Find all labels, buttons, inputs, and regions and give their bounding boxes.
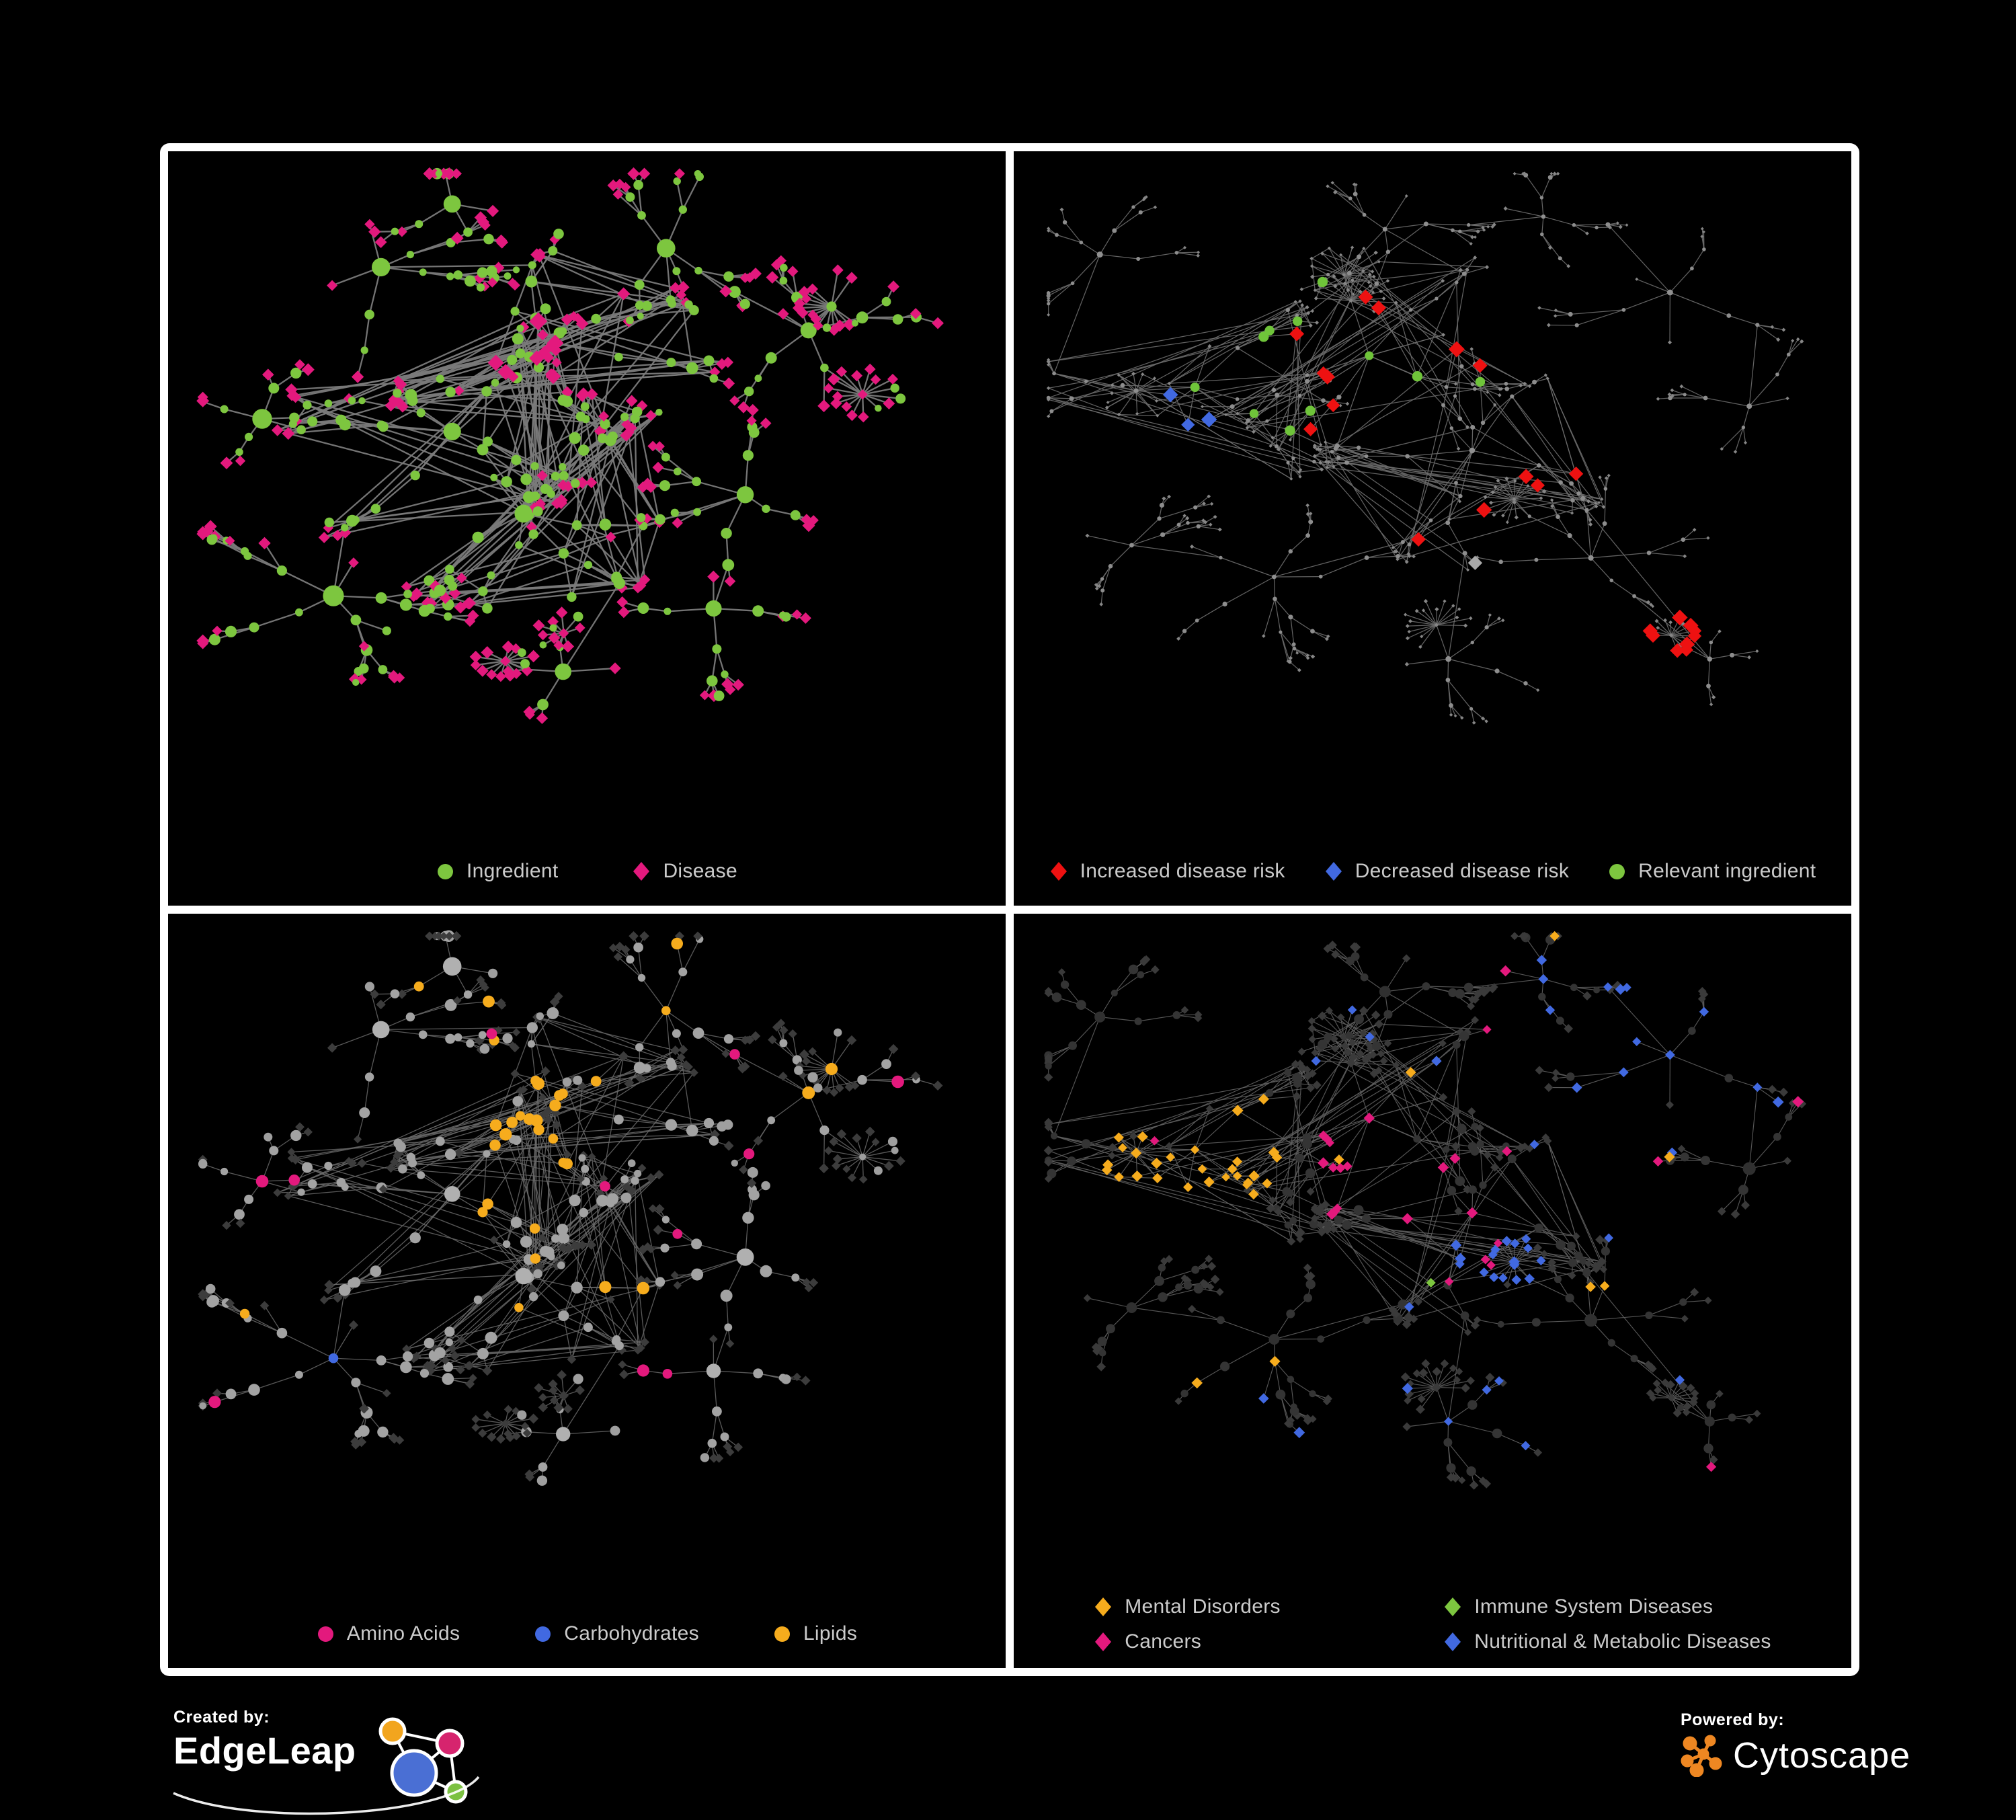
- legend-label: Mental Disorders: [1125, 1595, 1281, 1618]
- powered-by-label: Powered by:: [1681, 1710, 1785, 1729]
- panel-grid: Ingredient Disease Increased disease risk…: [160, 143, 1859, 1676]
- edgeleap-wordmark: EdgeLeap: [173, 1729, 356, 1772]
- legend-circle-icon: [535, 1626, 551, 1642]
- legend-item-decreased-disease-risk: Decreased disease risk: [1324, 860, 1569, 883]
- legend-item-nutritional-metabolic-diseases: Nutritional & Metabolic Diseases: [1443, 1630, 1771, 1653]
- panel-disease-risk: Increased disease risk Decreased disease …: [1014, 151, 1851, 906]
- legend-diamond-icon: [1095, 1632, 1112, 1651]
- edges-layer: [1048, 935, 1802, 1486]
- legend-item-increased-disease-risk: Increased disease risk: [1049, 860, 1285, 883]
- created-by-label: Created by:: [173, 1708, 270, 1727]
- legend-item-amino-acids: Amino Acids: [317, 1622, 460, 1645]
- legend-label: Immune System Diseases: [1474, 1595, 1713, 1618]
- legend-label: Increased disease risk: [1080, 860, 1285, 882]
- legend-diamond-icon: [1325, 862, 1342, 881]
- legend-item-disease: Disease: [632, 860, 737, 883]
- powered-by-block: Powered by: Cytoscape: [1681, 1710, 1963, 1805]
- legend-label: Relevant ingredient: [1638, 860, 1816, 882]
- legend-diamond-icon: [1445, 1597, 1461, 1616]
- legend-item-cancers: Cancers: [1094, 1630, 1416, 1653]
- network-disease-category: [1043, 931, 1807, 1490]
- legend-diamond-icon: [633, 862, 650, 881]
- panel-ingredient-disease: Ingredient Disease: [168, 151, 1006, 906]
- legend-label: Decreased disease risk: [1355, 860, 1570, 882]
- legend-label: Carbohydrates: [564, 1622, 699, 1645]
- cytoscape-logo-icon: [1681, 1735, 1722, 1777]
- legend-item-mental-disorders: Mental Disorders: [1094, 1595, 1416, 1618]
- legend-item-lipids: Lipids: [773, 1622, 857, 1645]
- legend-item-immune-system-diseases: Immune System Diseases: [1443, 1595, 1771, 1618]
- legend-nutrient-class: Amino Acids Carbohydrates Lipids: [168, 1622, 1006, 1645]
- legend-label: Lipids: [803, 1622, 858, 1645]
- edges-layer: [202, 173, 938, 719]
- edgeleap-logo-icon: [378, 1717, 468, 1804]
- legend-label: Ingredient: [467, 860, 559, 882]
- legend-label: Nutritional & Metabolic Diseases: [1474, 1630, 1771, 1653]
- edges-layer: [1048, 173, 1802, 723]
- nodes-layer: [1043, 931, 1807, 1490]
- legend-circle-icon: [438, 863, 454, 879]
- legend-diamond-icon: [1050, 862, 1067, 881]
- legend-item-relevant-ingredient: Relevant ingredient: [1608, 860, 1816, 883]
- network-ingredient-disease: [196, 167, 944, 724]
- legend-circle-icon: [774, 1626, 790, 1642]
- created-by-block: Created by: EdgeLeap: [173, 1708, 536, 1820]
- legend-diamond-icon: [1095, 1597, 1112, 1616]
- cytoscape-wordmark: Cytoscape: [1733, 1735, 1911, 1776]
- legend-label: Amino Acids: [346, 1622, 460, 1645]
- legend-circle-icon: [1609, 863, 1625, 879]
- legend-diamond-icon: [1445, 1632, 1461, 1651]
- legend-circle-icon: [317, 1626, 333, 1642]
- legend-item-ingredient: Ingredient: [436, 860, 558, 883]
- nodes-layer: [196, 167, 944, 724]
- legend-disease-risk: Increased disease risk Decreased disease …: [1014, 860, 1851, 883]
- legend-ingredient-disease: Ingredient Disease: [168, 860, 1006, 883]
- network-nutrient-class: [198, 930, 943, 1486]
- network-disease-risk: [1046, 171, 1804, 725]
- nodes-layer: [1046, 171, 1804, 725]
- legend-disease-category: Mental Disorders Immune System Diseases Ca…: [1014, 1595, 1851, 1653]
- nodes-layer: [198, 930, 943, 1486]
- panel-disease-category: Mental Disorders Immune System Diseases Ca…: [1014, 914, 1851, 1668]
- legend-label: Disease: [663, 860, 737, 882]
- legend-label: Cancers: [1125, 1630, 1202, 1653]
- panel-nutrient-class: Amino Acids Carbohydrates Lipids: [168, 914, 1006, 1668]
- edges-layer: [202, 935, 938, 1481]
- legend-item-carbohydrates: Carbohydrates: [534, 1622, 699, 1645]
